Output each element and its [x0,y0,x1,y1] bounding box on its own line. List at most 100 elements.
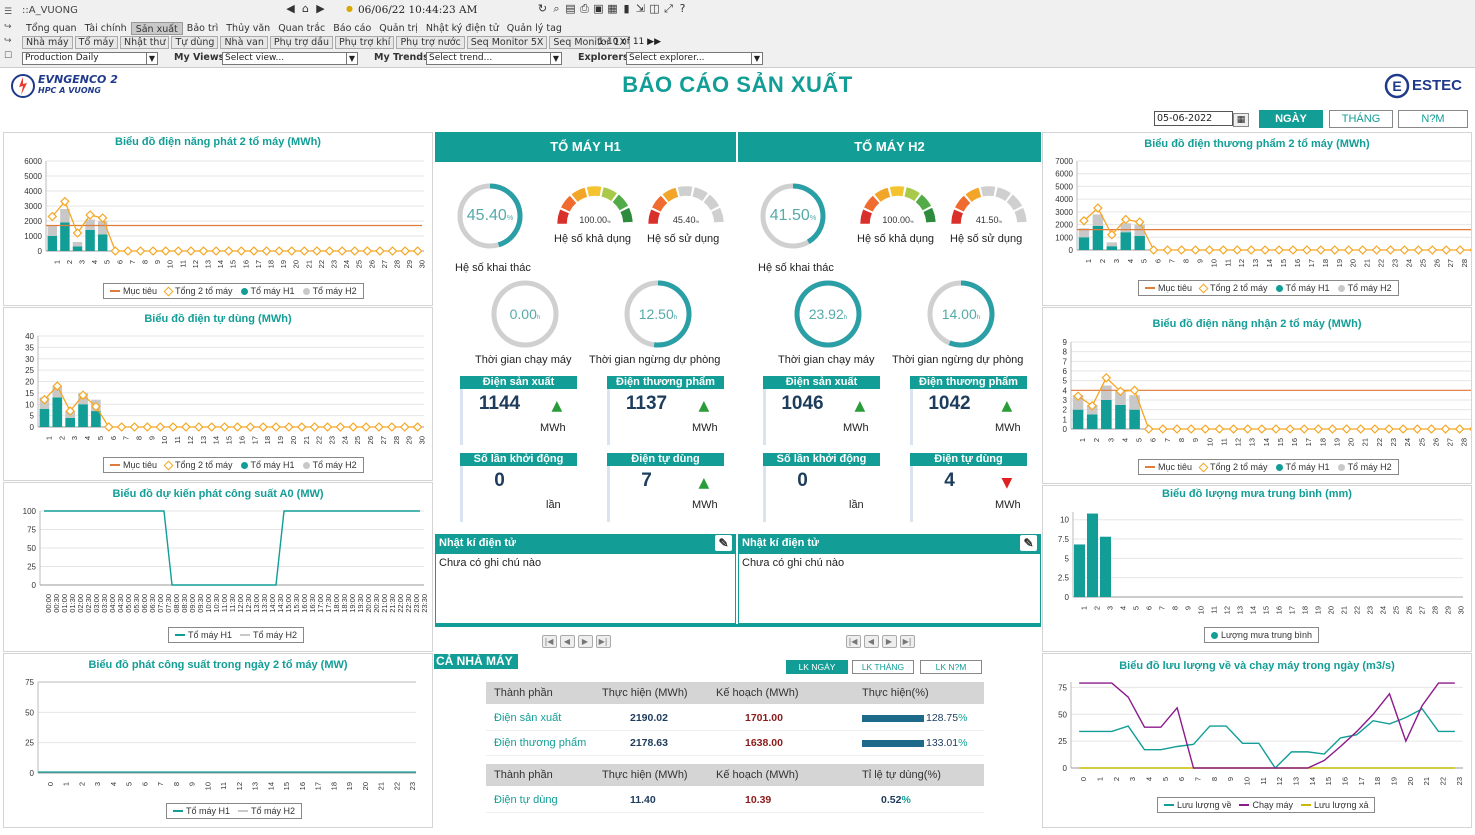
lk-month-button[interactable]: LK THÁNG [852,660,914,674]
first-page-icon[interactable]: |◀ [541,635,557,648]
lock-icon[interactable]: ▮ [623,2,630,15]
x-tick-label: 11 [1219,438,1228,446]
subtab-5[interactable]: Phụ trợ dầu [269,36,334,49]
x-tick-label: 28 [1460,259,1469,267]
first-page-icon[interactable]: |◀ [845,635,861,648]
legend-item: Chạy máy [1239,800,1293,810]
tab-6[interactable]: Báo cáo [333,23,372,34]
explorers-select[interactable]: Select explorer... ▼ [626,52,763,65]
edit-pencil-icon[interactable]: ✎ [715,535,732,551]
legend-label: Mục tiêu [123,460,158,470]
edit-pencil-icon[interactable]: ✎ [1020,535,1037,551]
expand-icon[interactable]: ⤢ [664,2,673,15]
x-tick-label: 10 [1209,259,1218,267]
back-arrow-icon[interactable]: ↪ [4,22,12,32]
lk-day-button[interactable]: LK NGÀY [786,660,848,674]
x-tick-label: 14:30 [276,594,285,613]
print-icon[interactable]: ⎙ [580,2,589,15]
chart-panel-selfuse: Biểu đồ điện tự dùng (MWh) 0 5 10 15 20 25 30 3… [3,307,433,481]
subtab-1[interactable]: Tổ máy [74,36,119,49]
forward-icon[interactable]: ▶ [316,2,325,15]
unit-panel-h1: TỔ MÁY H1 45.40% 100.00% 45.40% 0.00h 12.50h H… [435,132,736,652]
bar-h1 [1092,225,1104,250]
chart-icon[interactable]: ▤ [565,2,576,15]
date-input[interactable]: 05-06-2022 [1154,111,1233,126]
production-select[interactable]: Production Daily ▼ [22,52,158,65]
x-tick-label: 6 [1177,777,1186,781]
subtab-8[interactable]: Seq Monitor 5X [466,36,548,49]
month-button[interactable]: THÁNG [1329,110,1393,128]
y-tick-label: 2 [1063,406,1068,415]
refresh-icon[interactable]: ↻ [537,2,548,15]
notes-title-text: Nhật kí điện tử [439,537,517,549]
subtab-3[interactable]: Tự dùng [171,36,219,49]
tab-4[interactable]: Thủy văn [226,23,271,34]
gauge-unit: % [695,219,700,224]
year-button[interactable]: N?M [1398,110,1468,128]
x-tick-label: 4 [1120,438,1129,442]
calendar-icon[interactable]: ▦ [1233,113,1249,127]
x-tick-label: 24 [1379,606,1388,614]
subtab-7[interactable]: Phụ trợ nước [396,36,465,49]
subtab-6[interactable]: Phụ trợ khí [335,36,395,49]
total-point [1440,424,1451,434]
next-page-icon[interactable]: ▶▶ [647,37,661,47]
tab-2[interactable]: Sản xuất [130,22,183,35]
prev-page-icon[interactable]: ◀ [559,635,575,648]
tab-8[interactable]: Nhật ký điện tử [425,23,499,34]
estec-logo-text: ESTEC [1412,77,1463,94]
export-icon[interactable]: ⇲ [635,2,646,15]
x-tick-label: 16:30 [308,594,317,613]
tab-0[interactable]: Tổng quan [26,23,77,34]
tab-7[interactable]: Quản trị [379,23,418,34]
bar-h2 [47,225,58,236]
kpi-box: 1137 ▲ MWh [607,389,724,445]
subtab-9[interactable]: Seq Monitor 1X [549,36,630,49]
total-point [1441,245,1452,255]
my-views-select[interactable]: Select view... ▼ [222,52,358,65]
legend-label: Tổ máy H2 [1347,283,1392,293]
total-point [1186,424,1196,434]
chart-title: Biểu đồ lưu lượng về và chạy máy trong n… [1119,660,1395,672]
tab-1[interactable]: Tài chính [84,23,127,34]
help-icon[interactable]: ? [679,2,686,15]
x-tick-label: 16 [237,436,246,444]
lk-year-button[interactable]: LK N?M [920,660,982,674]
checkbox-icon[interactable]: ☐ [4,51,13,61]
next-page-icon[interactable]: ▶ [881,635,897,648]
prev-page-icon[interactable]: ◀ [863,635,879,648]
gauge-chay: 0.00h [485,306,565,322]
day-button[interactable]: NGÀY [1259,110,1323,128]
window-icon[interactable]: ◫ [649,2,660,15]
plant-table: Thành phần Thực hiện (MWh) Kế hoạch (MWh) T… [486,682,984,822]
total-point [39,394,50,405]
my-trends-select[interactable]: Select trend... ▼ [426,52,562,65]
tab-5[interactable]: Quan trắc [278,23,326,34]
gauge-label: Thời gian chạy máy [778,354,875,366]
total-point [1162,245,1173,255]
subtab-4[interactable]: Nhà van [220,36,268,49]
evn-logo: EVNGENCO 2 HPC A VUONG [10,72,130,100]
total-point [1384,424,1394,434]
menu-icon[interactable]: ☰ [4,7,13,17]
subtab-0[interactable]: Nhà máy [22,36,73,49]
x-tick-label: 5 [1140,259,1149,263]
chart-legend: Mục tiêu Tổng 2 tổ máy Tổ máy H1 Tổ máy H2 [103,283,364,299]
last-page-icon[interactable]: ▶| [899,635,915,648]
grid-icon[interactable]: ▦ [607,2,618,15]
zoom-icon[interactable]: ⌕ [553,2,560,15]
back-icon[interactable]: ◀ [286,2,295,15]
bar-h1 [72,246,83,251]
x-tick-label: 23 [328,436,337,444]
next-page-icon[interactable]: ▶ [577,635,593,648]
last-page-icon[interactable]: ▶| [595,635,611,648]
forward-arrow-icon[interactable]: ↪ [4,36,12,46]
save-icon[interactable]: ▣ [593,2,604,15]
tab-3[interactable]: Bảo trì [186,23,219,34]
home-icon[interactable]: ⌂ [302,2,309,15]
gauge-segment [619,207,634,223]
x-tick-label: 23:30 [420,594,429,613]
tab-9[interactable]: Quản lý tag [506,23,562,34]
subtab-2[interactable]: Nhật thư [120,36,170,49]
